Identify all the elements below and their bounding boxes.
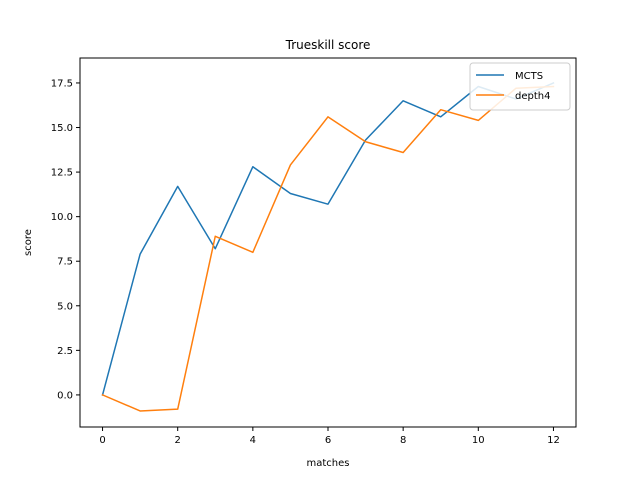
legend-label-mcts: MCTS	[515, 71, 543, 82]
x-tick-label: 6	[325, 435, 331, 446]
x-axis-label: matches	[307, 458, 350, 469]
y-tick-label: 5.0	[57, 301, 73, 312]
y-tick-label: 17.5	[51, 78, 73, 89]
x-tick-label: 8	[400, 435, 406, 446]
y-tick-label: 7.5	[57, 257, 73, 268]
legend: MCTS depth4	[469, 62, 571, 111]
ticks-layer: 0 2 4 6 8 10 12 0.0 2.5 5.0 7.5 10.0 12.5 15.0 17.5	[51, 78, 560, 446]
y-tick-label: 2.5	[57, 346, 73, 357]
x-tick-label: 4	[250, 435, 256, 446]
x-tick-label: 2	[175, 435, 181, 446]
x-tick-label: 0	[99, 435, 105, 446]
y-tick-label: 0.0	[57, 390, 73, 401]
series-line-depth4	[101, 85, 555, 412]
y-axis-label: score	[23, 229, 34, 256]
y-tick-label: 12.5	[51, 168, 73, 179]
chart-title: Trueskill score	[285, 38, 371, 52]
x-tick-label: 10	[472, 435, 485, 446]
x-tick-label: 12	[547, 435, 560, 446]
legend-label-depth4: depth4	[515, 91, 550, 102]
y-tick-label: 10.0	[51, 212, 73, 223]
y-tick-label: 15.0	[51, 123, 73, 134]
